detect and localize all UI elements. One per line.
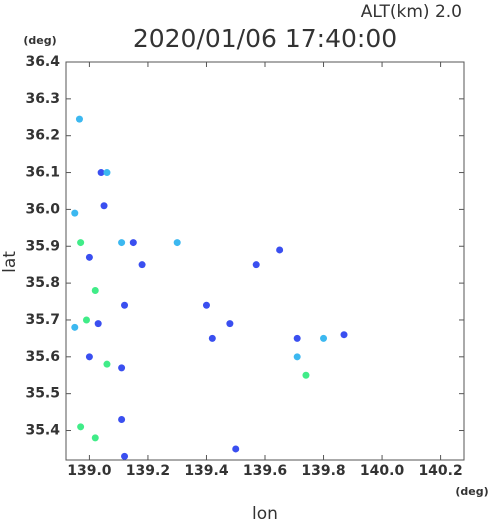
y-tick-label: 36.3 bbox=[25, 91, 60, 107]
y-tick-label: 36.0 bbox=[25, 201, 60, 217]
echo-point bbox=[85, 253, 93, 261]
echo-point bbox=[118, 239, 126, 247]
echo-point bbox=[232, 445, 240, 453]
echo-point bbox=[129, 239, 137, 247]
echo-point bbox=[103, 360, 111, 368]
y-axis-label: lat bbox=[0, 251, 20, 273]
y-tick-label: 35.7 bbox=[25, 312, 60, 328]
chart-title: 2020/01/06 17:40:00 bbox=[133, 24, 397, 53]
altitude-label: ALT(km) 2.0 bbox=[361, 2, 462, 22]
echo-point bbox=[293, 353, 301, 361]
y-tick-label: 35.9 bbox=[25, 238, 60, 254]
x-tick-label: 139.4 bbox=[184, 463, 229, 479]
y-tick-label: 36.2 bbox=[25, 128, 60, 144]
echo-point bbox=[121, 452, 129, 460]
y-tick-label: 35.4 bbox=[25, 423, 60, 439]
echo-point bbox=[75, 115, 83, 123]
echo-point bbox=[293, 334, 301, 342]
echo-point bbox=[340, 331, 348, 339]
echo-point bbox=[100, 202, 108, 210]
x-tick-label: 139.8 bbox=[301, 463, 345, 479]
echo-point bbox=[320, 334, 328, 342]
echo-point bbox=[226, 320, 234, 328]
y-tick-label: 36.1 bbox=[25, 165, 60, 181]
echo-point bbox=[173, 239, 181, 247]
echo-point bbox=[118, 415, 126, 423]
echo-point bbox=[71, 209, 79, 217]
echo-point bbox=[91, 286, 99, 294]
echo-point bbox=[276, 246, 284, 254]
x-axis-label: lon bbox=[252, 504, 278, 521]
echo-point bbox=[77, 423, 85, 431]
echo-point bbox=[103, 169, 111, 177]
x-tick-label: 140.0 bbox=[360, 463, 405, 479]
echo-point bbox=[138, 261, 146, 269]
y-tick-label: 35.8 bbox=[25, 275, 60, 291]
echo-point bbox=[85, 353, 93, 361]
x-unit: (deg) bbox=[455, 485, 488, 498]
echo-point bbox=[252, 261, 260, 269]
echo-point bbox=[94, 320, 102, 328]
x-tick-label: 140.2 bbox=[418, 463, 462, 479]
plot-frame bbox=[65, 61, 465, 461]
echo-point bbox=[302, 371, 310, 379]
echo-point bbox=[97, 169, 105, 177]
y-unit: (deg) bbox=[23, 34, 56, 47]
echo-point bbox=[121, 301, 129, 309]
x-tick-label: 139.6 bbox=[243, 463, 287, 479]
y-tick-label: 36.4 bbox=[25, 54, 60, 70]
echo-point bbox=[118, 364, 126, 372]
y-tick-label: 35.6 bbox=[25, 349, 60, 365]
x-tick-label: 139.0 bbox=[67, 463, 112, 479]
echo-point bbox=[77, 239, 85, 247]
echo-point bbox=[91, 434, 99, 442]
x-tick-label: 139.2 bbox=[126, 463, 170, 479]
echo-point bbox=[202, 301, 210, 309]
y-tick-label: 35.5 bbox=[25, 386, 60, 402]
echo-point bbox=[208, 334, 216, 342]
echo-point bbox=[82, 316, 90, 324]
echo-point bbox=[71, 323, 79, 331]
